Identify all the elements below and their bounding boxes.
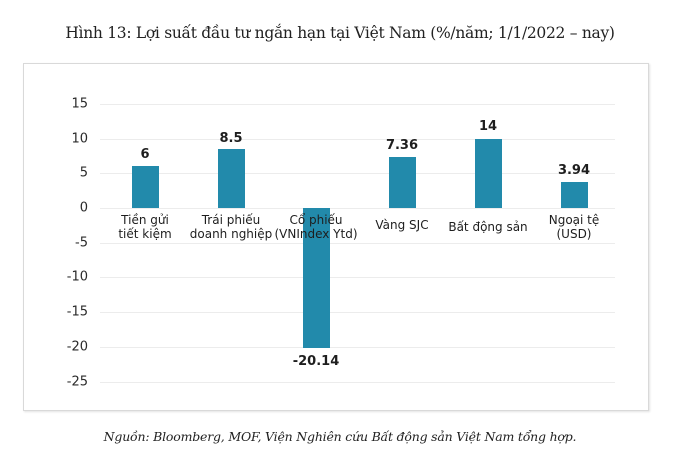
gridline-5 xyxy=(100,173,615,174)
value-label: 3.94 xyxy=(557,163,591,178)
bar-bat-dong-san xyxy=(475,139,502,208)
gridline-0 xyxy=(100,208,615,209)
category-label-line: (VNIndex Ytd) xyxy=(274,227,358,241)
gridline-10 xyxy=(100,139,615,140)
gridline-neg10 xyxy=(100,277,615,278)
chart-title: Hình 13: Lợi suất đầu tư ngắn hạn tại Vi… xyxy=(65,24,615,42)
value-label: 14 xyxy=(478,119,498,134)
y-tick-label: -20 xyxy=(66,339,88,355)
bar-vang-sjc xyxy=(389,157,416,208)
category-label-line: Vàng SJC xyxy=(375,218,429,232)
category-label-line: Ngoại tệ xyxy=(548,213,600,227)
bar-tien-gui-tiet-kiem xyxy=(132,166,159,208)
gridline-neg25 xyxy=(100,382,615,383)
bar-trai-phieu-doanh-nghiep xyxy=(218,149,245,208)
value-label: 7.36 xyxy=(385,138,419,153)
gridline-neg15 xyxy=(100,312,615,313)
y-tick-label: -25 xyxy=(66,374,88,390)
gridline-neg5 xyxy=(100,243,615,244)
category-label: Vàng SJC xyxy=(352,218,452,232)
category-label-line: tiết kiệm xyxy=(118,227,172,241)
category-label-line: doanh nghiệp xyxy=(189,227,273,241)
y-tick-label: 0 xyxy=(79,200,88,216)
source-note: Nguồn: Bloomberg, MOF, Viện Nghiên cứu B… xyxy=(103,429,577,444)
category-label: Trái phiếu doanh nghiệp xyxy=(181,213,281,241)
value-label: -20.14 xyxy=(292,354,340,369)
value-label: 6 xyxy=(140,147,150,162)
y-tick-label: -10 xyxy=(66,269,88,285)
category-label-line: Trái phiếu xyxy=(201,213,261,227)
y-tick-label: 5 xyxy=(79,165,88,181)
y-tick-label: -5 xyxy=(75,235,88,251)
y-tick-label: -15 xyxy=(66,304,88,320)
category-label: Bất động sản xyxy=(438,220,538,234)
y-tick-label: 10 xyxy=(71,131,88,147)
category-label-line: Cổ phiếu xyxy=(289,213,343,227)
bar-co-phieu-vnindex xyxy=(303,208,330,348)
y-tick-label: 15 xyxy=(71,96,88,112)
category-label-line: Bất động sản xyxy=(448,220,528,234)
category-label-line: (USD) xyxy=(556,227,592,241)
chart-frame xyxy=(23,63,649,411)
gridline-neg20 xyxy=(100,347,615,348)
category-label: Cổ phiếu (VNIndex Ytd) xyxy=(266,213,366,241)
bar-ngoai-te-usd xyxy=(561,182,588,208)
category-label: Ngoại tệ (USD) xyxy=(524,213,624,241)
gridline-15 xyxy=(100,104,615,105)
category-label: Tiền gửi tiết kiệm xyxy=(95,213,195,241)
value-label: 8.5 xyxy=(219,131,243,146)
category-label-line: Tiền gửi xyxy=(121,213,169,227)
